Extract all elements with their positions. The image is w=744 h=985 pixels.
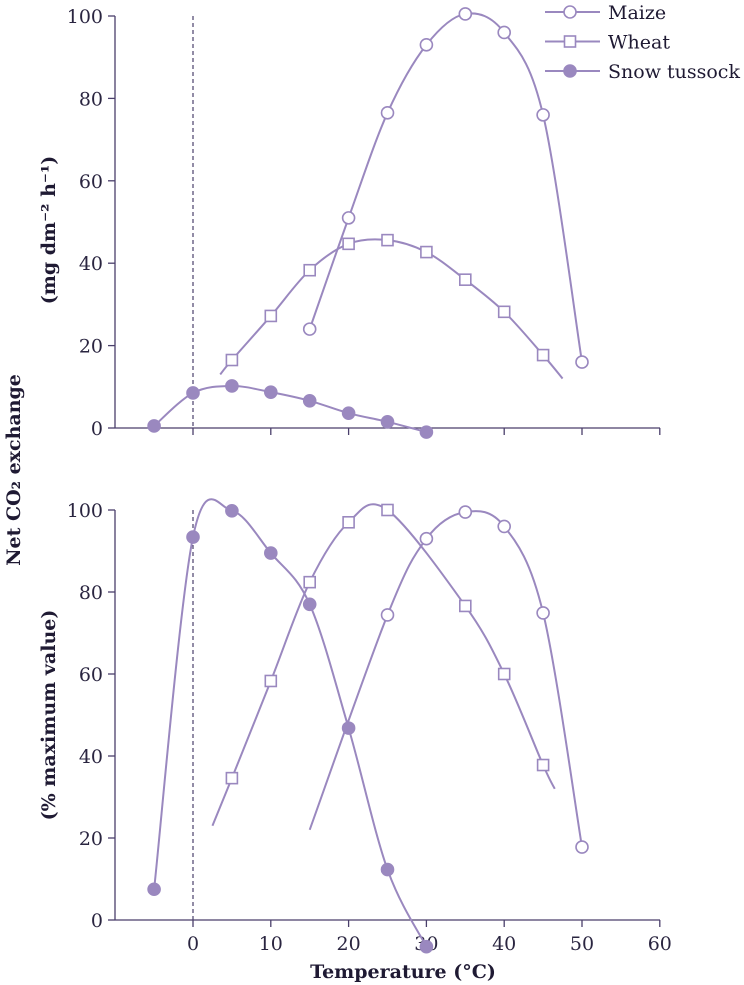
data-point bbox=[147, 419, 161, 433]
series-wheat bbox=[219, 233, 564, 380]
legend-marker bbox=[563, 5, 577, 19]
data-point bbox=[302, 394, 317, 408]
legend-entry: Maize bbox=[545, 2, 666, 24]
x-tick-label: 0 bbox=[187, 933, 199, 955]
data-point bbox=[147, 882, 161, 897]
data-point bbox=[497, 25, 512, 40]
data-point bbox=[536, 108, 550, 122]
data-point bbox=[225, 771, 239, 785]
series-snow-tussock bbox=[147, 379, 434, 439]
y-axis-label: Net CO₂ exchange bbox=[3, 374, 25, 566]
series-wheat bbox=[211, 503, 556, 827]
x-tick-label: 20 bbox=[337, 933, 361, 955]
y-tick-label: 0 bbox=[91, 418, 103, 440]
data-point bbox=[497, 305, 511, 319]
data-point bbox=[497, 667, 511, 681]
data-point bbox=[575, 355, 589, 369]
data-point bbox=[225, 379, 239, 393]
legend-marker bbox=[563, 35, 577, 48]
x-tick-label: 50 bbox=[570, 933, 594, 955]
data-point bbox=[380, 415, 395, 429]
series-snow-tussock bbox=[147, 498, 434, 954]
data-point bbox=[536, 758, 550, 772]
data-point bbox=[419, 425, 434, 439]
series-maize bbox=[308, 505, 589, 854]
x-tick-label: 60 bbox=[648, 933, 672, 955]
data-point bbox=[380, 608, 395, 622]
legend-entry: Snow tussock bbox=[545, 61, 740, 83]
data-point bbox=[458, 273, 472, 286]
x-tick-label: 40 bbox=[492, 933, 516, 955]
y-tick-label: 80 bbox=[79, 582, 103, 604]
y-tick-label: 20 bbox=[79, 336, 103, 358]
legend-label: Wheat bbox=[608, 32, 670, 54]
legend-entry: Wheat bbox=[545, 32, 670, 54]
legend-label: Maize bbox=[608, 2, 666, 24]
data-point bbox=[225, 353, 239, 367]
data-point bbox=[419, 531, 434, 546]
data-point bbox=[381, 233, 394, 247]
data-point bbox=[303, 263, 317, 277]
y-axis-unit-label: (mg dm⁻² h⁻¹) bbox=[38, 156, 60, 305]
series-line bbox=[308, 12, 583, 363]
y-tick-label: 40 bbox=[79, 746, 103, 768]
series-line bbox=[211, 503, 556, 827]
data-point bbox=[380, 862, 395, 877]
data-point bbox=[497, 519, 512, 534]
data-point bbox=[263, 385, 278, 399]
data-point bbox=[341, 211, 356, 225]
data-point bbox=[341, 406, 356, 420]
data-point bbox=[186, 530, 200, 544]
data-point bbox=[225, 504, 239, 518]
y-tick-label: 20 bbox=[79, 828, 103, 850]
series-maize bbox=[302, 7, 589, 369]
data-point bbox=[536, 348, 550, 362]
data-point bbox=[341, 721, 356, 735]
data-point bbox=[186, 386, 200, 400]
x-axis-label: Temperature (°C) bbox=[310, 961, 496, 983]
series-line bbox=[219, 238, 564, 380]
y-tick-label: 100 bbox=[67, 500, 103, 522]
y-tick-label: 80 bbox=[79, 88, 103, 110]
legend: Maize Wheat Snow tussock bbox=[545, 2, 740, 83]
y-tick-label: 40 bbox=[79, 253, 103, 275]
data-point bbox=[380, 106, 395, 120]
legend-marker bbox=[563, 64, 577, 78]
data-point bbox=[536, 606, 550, 620]
data-point bbox=[420, 245, 433, 259]
y-axis-unit-label: (% maximum value) bbox=[38, 610, 60, 821]
data-point bbox=[458, 7, 473, 21]
x-tick-label: 10 bbox=[259, 933, 283, 955]
bottom-panel: 0204060801000102030405060(% maximum valu… bbox=[38, 498, 672, 955]
data-point bbox=[302, 597, 317, 612]
data-point bbox=[263, 546, 278, 560]
data-point bbox=[458, 599, 472, 613]
data-point bbox=[264, 309, 278, 323]
data-point bbox=[575, 840, 589, 854]
data-point bbox=[419, 939, 434, 954]
y-tick-label: 60 bbox=[79, 171, 103, 193]
data-point bbox=[381, 503, 394, 517]
data-point bbox=[303, 575, 317, 589]
data-point bbox=[302, 322, 317, 336]
data-point bbox=[264, 674, 278, 688]
y-tick-label: 60 bbox=[79, 664, 103, 686]
top-panel: 0 20 40 60 80 100 (mg dm⁻² h⁻¹) bbox=[38, 6, 661, 440]
series-line bbox=[308, 510, 583, 848]
data-point bbox=[458, 505, 473, 519]
data-point bbox=[342, 515, 355, 529]
series-line bbox=[153, 498, 428, 948]
data-point bbox=[419, 38, 434, 52]
y-tick-label: 100 bbox=[67, 6, 103, 28]
y-tick-label: 0 bbox=[91, 910, 103, 932]
legend-label: Snow tussock bbox=[608, 61, 740, 83]
data-point bbox=[342, 237, 355, 251]
